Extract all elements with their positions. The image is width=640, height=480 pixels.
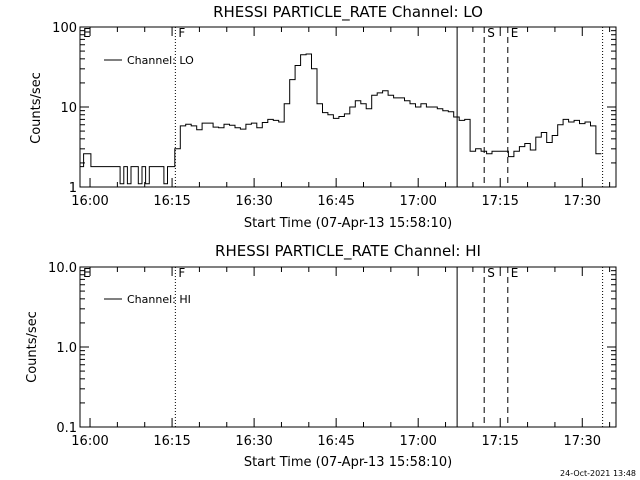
chart-lo-legend-label: Channel: LO <box>127 54 194 67</box>
footer-timestamp: 24-Oct-2021 13:48 <box>560 469 636 478</box>
chart-hi-marker-label: E <box>511 266 519 280</box>
chart-lo-xtick-label: 16:15 <box>153 194 190 209</box>
chart-lo: RHESSI PARTICLE_RATE Channel: LO Counts/… <box>29 3 617 231</box>
chart-hi-marks: 0.1 1.0 10.0 16:00 16:15 16:30 16:45 17:00 17:15… <box>48 261 616 449</box>
chart-lo-xtick-label: 16:30 <box>235 194 272 209</box>
chart-lo-ylabel-group: Counts/sec <box>29 72 44 144</box>
chart-lo-ylabel: Counts/sec <box>29 72 44 144</box>
chart-hi-xtick-label: 16:45 <box>317 434 354 449</box>
chart-lo-legend: Channel: LO <box>104 54 194 67</box>
chart-lo-marker-label: F <box>178 26 185 40</box>
chart-lo-title: RHESSI PARTICLE_RATE Channel: LO <box>213 3 483 22</box>
chart-lo-xlabel: Start Time (07-Apr-13 15:58:10) <box>244 216 452 231</box>
chart-hi-plot-frame <box>79 266 617 428</box>
chart-hi-title: RHESSI PARTICLE_RATE Channel: HI <box>215 242 481 261</box>
chart-lo-ytick-label: 10 <box>60 101 77 116</box>
chart-hi-xtick-label: 16:15 <box>153 434 190 449</box>
chart-lo-marker-label: E <box>83 26 91 40</box>
chart-hi-xtick-label: 17:00 <box>399 434 436 449</box>
chart-lo-xtick-label: 16:45 <box>317 194 354 209</box>
chart-lo-marker-label: S <box>487 26 495 40</box>
chart-lo-plot-frame <box>79 26 617 188</box>
chart-hi-ylabel: Counts/sec <box>25 311 40 383</box>
chart-hi-marker-label: E <box>83 266 91 280</box>
chart-hi-ytick-label: 1.0 <box>56 341 77 356</box>
chart-hi-xlabel: Start Time (07-Apr-13 15:58:10) <box>244 455 452 470</box>
chart-hi-marker-label: S <box>487 266 495 280</box>
chart-hi-xtick-label: 17:15 <box>481 434 518 449</box>
chart-hi-ytick-label: 10.0 <box>48 261 77 276</box>
chart-hi-xtick-label: 16:00 <box>71 434 108 449</box>
chart-hi-legend: Channel: HI <box>104 293 191 306</box>
chart-hi-xtick-label: 16:30 <box>235 434 272 449</box>
chart-hi-marker-label: F <box>178 266 185 280</box>
chart-hi-xtick-label: 17:30 <box>564 434 601 449</box>
chart-hi-legend-label: Channel: HI <box>127 293 191 306</box>
chart-hi-ytick-label: 0.1 <box>56 421 77 436</box>
chart-lo-xtick-label: 16:00 <box>71 194 108 209</box>
chart-lo-series-line <box>80 53 602 185</box>
chart-hi: RHESSI PARTICLE_RATE Channel: HI Counts/… <box>25 242 617 470</box>
chart-lo-xtick-label: 17:15 <box>481 194 518 209</box>
chart-lo-xtick-label: 17:30 <box>564 194 601 209</box>
chart-lo-xtick-label: 17:00 <box>399 194 436 209</box>
chart-lo-marks: 1 10 100 16:00 16:15 16:30 16:45 17:00 17:15 17:3… <box>52 21 616 209</box>
chart-lo-marker-label: E <box>511 26 519 40</box>
chart-lo-ytick-label: 1 <box>69 181 77 196</box>
chart-lo-ytick-label: 100 <box>52 21 77 36</box>
